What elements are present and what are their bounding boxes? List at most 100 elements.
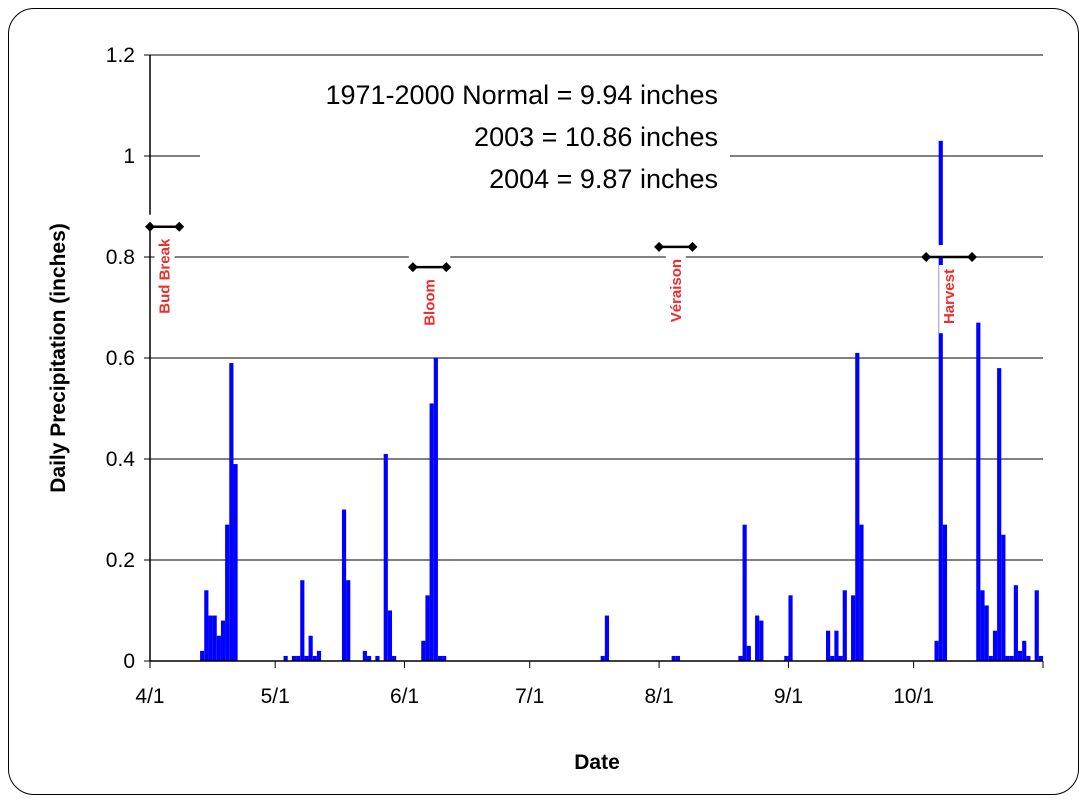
precipitation-bar [220, 620, 226, 661]
precipitation-bar [1034, 590, 1039, 661]
precipitation-bar [988, 655, 993, 661]
precipitation-bar [392, 655, 397, 661]
precipitation-bar [992, 630, 998, 661]
precipitation-bar [291, 655, 297, 661]
precipitation-bar [934, 640, 939, 661]
precipitation-bar [212, 615, 217, 661]
x-tick-labels: 4/1 5/1 6/1 7/1 8/1 9/1 10/1 [135, 685, 934, 708]
y-tick-label: 1 [123, 145, 135, 168]
annotation-line: 2004 = 9.87 inches [489, 164, 718, 194]
x-axis-title: Date [574, 751, 620, 774]
precipitation-bar [759, 620, 764, 661]
x-tick-label: 4/1 [135, 685, 164, 708]
y-tick-label: 0.2 [106, 549, 135, 572]
stage-endpoint-diamond [654, 241, 665, 252]
precipitation-bar [851, 595, 856, 661]
x-tick-label: 10/1 [893, 685, 934, 708]
precipitation-bar [425, 595, 430, 661]
precipitation-bar [296, 655, 301, 661]
x-tick-label: 8/1 [644, 685, 673, 708]
x-tick-label: 6/1 [390, 685, 419, 708]
precipitation-bar [312, 655, 317, 661]
precipitation-bar [938, 140, 943, 662]
precipitation-bar [855, 352, 860, 661]
stage-label: Bloom [422, 279, 439, 326]
precipitation-bar [788, 595, 793, 661]
precipitation-bar [830, 655, 835, 661]
stage-endpoint-diamond [687, 241, 698, 252]
precipitation-bar [316, 650, 322, 661]
precipitation-bar [997, 368, 1002, 661]
precipitation-bar [229, 363, 234, 661]
precipitation-bar [604, 615, 610, 661]
annotation-line: 1971-2000 Normal = 9.94 inches [325, 80, 718, 110]
stage-bar-backdrop [922, 245, 977, 257]
y-tick-label: 0 [123, 650, 135, 673]
precipitation-bar [942, 524, 948, 661]
precipitation-bar [1038, 655, 1043, 661]
precipitation-bar [984, 605, 989, 661]
precipitation-bar [308, 635, 313, 661]
precipitation-bar [859, 524, 864, 661]
precipitation-bar [742, 524, 747, 661]
precipitation-bar [375, 655, 380, 661]
stage-endpoint-diamond [174, 221, 185, 232]
precipitation-bar [362, 650, 367, 661]
y-tick-label: 0.8 [106, 246, 135, 269]
y-tick-label: 1.2 [106, 44, 135, 67]
precipitation-bar [1026, 655, 1031, 661]
axes [149, 55, 1044, 668]
stage-bar-backdrop [655, 234, 697, 247]
stage-endpoint-diamond [921, 252, 932, 262]
precipitation-bar [283, 655, 288, 661]
precipitation-bar [838, 655, 843, 661]
precipitation-bar [341, 509, 347, 661]
precipitation-bar [746, 645, 751, 661]
precipitation-bar [980, 590, 985, 661]
precipitation-bar [755, 615, 760, 661]
stage-label: Bud Break [157, 238, 174, 314]
precipitation-bar [208, 615, 213, 661]
x-tick-label: 9/1 [774, 685, 803, 708]
precipitation-bar [421, 640, 426, 661]
stage-label-backdrop [665, 254, 686, 332]
precipitation-bar [433, 358, 438, 661]
y-tick-labels: 0 0.2 0.4 0.6 0.8 1 1.2 [106, 44, 136, 673]
precipitation-bar [671, 655, 676, 661]
precipitation-bar [216, 635, 221, 661]
stage-label: Harvest [941, 269, 958, 324]
precipitation-bar [204, 590, 209, 661]
precipitation-bar [784, 655, 789, 661]
precipitation-bar [1005, 655, 1010, 661]
precipitation-bar [437, 655, 443, 661]
precipitation-bar [842, 590, 847, 661]
growth-stage-markers: Bud Break Bloom Véraison Harvest [145, 214, 978, 334]
precipitation-bar [1013, 585, 1018, 661]
precipitation-bar [1001, 534, 1006, 661]
precipitation-bar [387, 610, 393, 661]
precipitation-bar [600, 655, 605, 661]
x-tick-label: 5/1 [261, 685, 290, 708]
precipitation-bar [200, 650, 205, 661]
stage-endpoint-diamond [441, 262, 452, 273]
stage-bar-backdrop [408, 255, 451, 268]
precipitation-bar [304, 655, 309, 661]
stage-label-backdrop [419, 275, 440, 327]
precipitation-bar [366, 655, 372, 661]
precipitation-totals: 1971-2000 Normal = 9.94 inches 2003 = 10.… [200, 70, 730, 202]
stage-endpoint-diamond [145, 221, 155, 232]
precipitation-bar [675, 655, 680, 661]
precipitation-bar [233, 464, 238, 661]
annotation-line: 2003 = 10.86 inches [474, 122, 718, 152]
stage-label: Véraison [668, 259, 685, 322]
precipitation-bar [976, 322, 981, 661]
precipitation-bar [1017, 650, 1023, 661]
precipitation-bar [1022, 640, 1027, 661]
precipitation-bar [834, 630, 839, 661]
y-axis-title: Daily Precipitation (inches) [47, 223, 70, 493]
stage-endpoint-diamond [407, 262, 418, 273]
stage-endpoint-diamond [967, 252, 978, 262]
annotation-backdrop [200, 70, 730, 202]
x-tick-label: 7/1 [515, 685, 544, 708]
